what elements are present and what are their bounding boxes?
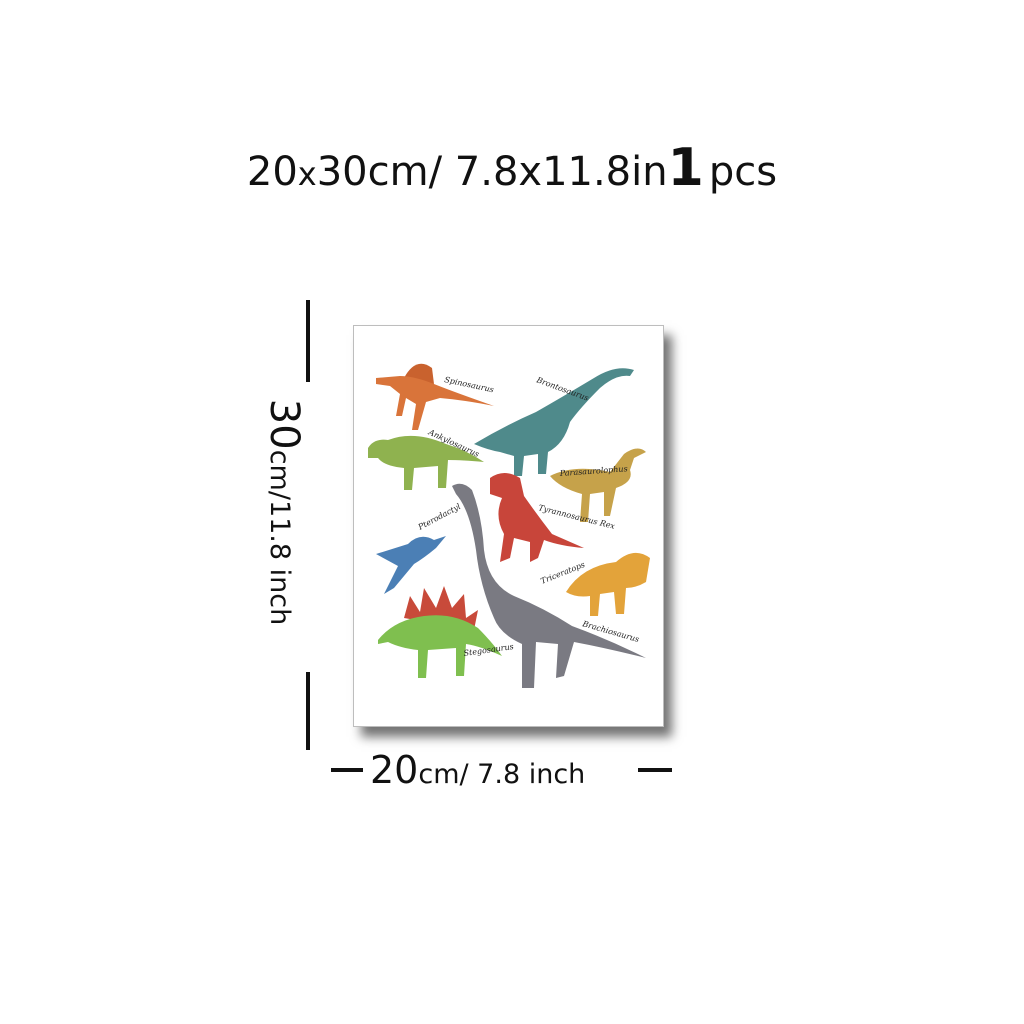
- width-unit: cm/ 7.8 inch: [418, 759, 586, 790]
- pterodactyl-body: [376, 536, 446, 594]
- title-size-a: 20: [246, 149, 298, 195]
- title-x: x: [297, 155, 317, 193]
- size-title: 20x30cm/ 7.8x11.8in1 pcs: [0, 138, 1024, 198]
- height-dimension-line-top: [306, 300, 310, 382]
- width-dimension-label: 20cm/ 7.8 inch: [370, 748, 585, 792]
- ankylosaurus-body: [368, 435, 484, 490]
- brachiosaurus-illustration: [452, 483, 646, 688]
- width-dimension-line-right: [638, 768, 672, 772]
- height-dimension-line-bottom: [306, 672, 310, 750]
- label-pterodactyl: Pterodactyl: [416, 502, 463, 533]
- pterodactyl-illustration: [376, 536, 446, 594]
- spinosaurus-illustration: [376, 363, 494, 430]
- stegosaurus-body: [378, 615, 502, 678]
- brontosaurus-body: [474, 368, 634, 476]
- spinosaurus-body: [376, 376, 494, 430]
- height-unit: cm/11.8 inch: [264, 449, 295, 626]
- parasaurolophus-body: [550, 448, 646, 522]
- dinosaur-poster: Spinosaurus Brontosaurus Ankylosaurus Pa…: [353, 325, 664, 727]
- poster-illustration: Spinosaurus Brontosaurus Ankylosaurus Pa…: [368, 363, 650, 688]
- width-value: 20: [370, 748, 419, 792]
- trex-body: [490, 473, 584, 562]
- parasaurolophus-illustration: [550, 448, 646, 522]
- title-quantity: 1: [667, 138, 704, 198]
- triceratops-illustration: [566, 552, 650, 616]
- triceratops-body: [566, 552, 650, 616]
- stegosaurus-illustration: [378, 586, 502, 678]
- height-value: 30: [261, 398, 307, 450]
- title-size-b: 30cm/ 7.8x11.8in: [316, 149, 668, 195]
- title-unit: pcs: [708, 149, 778, 195]
- trex-illustration: [490, 473, 584, 562]
- ankylosaurus-illustration: [368, 435, 484, 490]
- brachiosaurus-body: [452, 483, 646, 688]
- width-dimension-line-left: [331, 768, 363, 772]
- brontosaurus-illustration: [474, 368, 634, 476]
